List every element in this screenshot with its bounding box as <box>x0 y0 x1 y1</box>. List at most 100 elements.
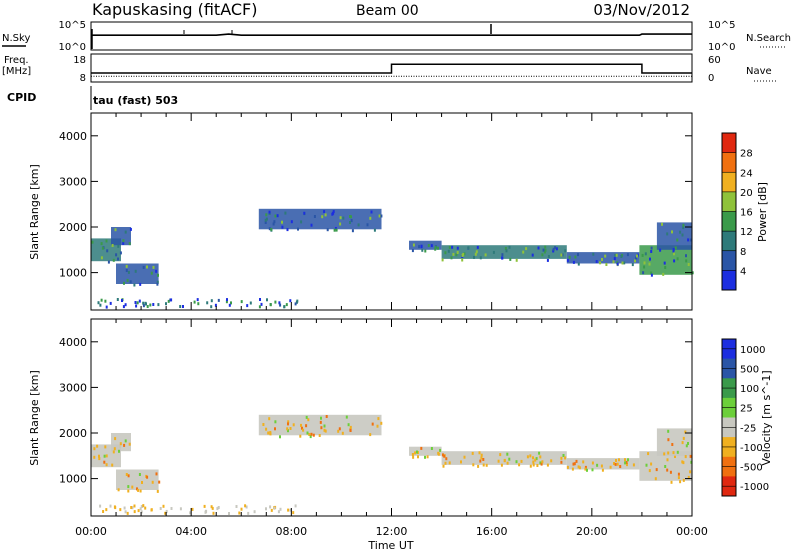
scatter-cell <box>378 214 381 218</box>
scatter-cell <box>642 271 645 275</box>
freq-label-line2: [MHz] <box>2 66 31 77</box>
scatter-cell <box>165 509 168 513</box>
scatter-cell <box>117 488 120 492</box>
scatter-cell <box>105 463 108 467</box>
scatter-cell <box>292 511 295 515</box>
scatter-cell <box>217 298 220 302</box>
scatter-cell <box>349 215 351 218</box>
colorbar-tick-label: 100 <box>740 384 759 395</box>
scatter-cell <box>133 283 136 287</box>
scatter-cell <box>546 258 549 262</box>
scatter-cell <box>146 305 149 308</box>
scatter-cell <box>310 432 313 436</box>
scatter-cell <box>482 458 485 461</box>
scatter-cell <box>335 228 338 232</box>
scatter-cell <box>104 299 107 303</box>
scatter-cell <box>334 227 337 230</box>
scatter-cell <box>287 429 289 433</box>
scatter-cell <box>228 303 231 307</box>
scatter-cell <box>631 263 634 267</box>
scatter-cell <box>366 223 369 227</box>
scatter-cell <box>578 466 581 470</box>
scatter-cell <box>150 508 153 512</box>
scatter-cell <box>380 214 383 218</box>
scatter-cell <box>164 511 167 515</box>
scatter-cell <box>555 247 558 251</box>
scatter-cell <box>369 216 372 220</box>
scatter-cell <box>129 227 132 231</box>
scatter-cell <box>538 451 541 455</box>
scatter-cell <box>294 302 297 306</box>
scatter-cell <box>499 453 502 457</box>
scatter-cell <box>100 298 103 302</box>
scatter-cell <box>479 256 482 260</box>
scatter-cell <box>276 214 279 218</box>
scatter-cell <box>672 451 675 455</box>
colorbar-tick-label: 500 <box>740 364 759 375</box>
scatter-cell <box>155 472 158 476</box>
scatter-cell <box>456 251 459 254</box>
colorbar-segment <box>722 152 736 173</box>
scatter-cell <box>596 463 599 467</box>
scatter-cell <box>119 251 122 255</box>
scatter-cell <box>644 252 647 256</box>
scatter-cell <box>124 510 127 514</box>
scatter-cell <box>347 423 350 427</box>
scatter-cell <box>506 461 509 465</box>
scatter-cell <box>641 253 644 257</box>
scatter-cell <box>534 458 537 462</box>
scatter-cell <box>445 457 448 461</box>
colorbar-segment <box>722 191 736 212</box>
scatter-cell <box>420 446 423 450</box>
scatter-cell <box>572 462 575 466</box>
scatter-cell <box>127 474 130 478</box>
scatter-cell <box>411 249 414 253</box>
scatter-cell <box>240 300 243 304</box>
scatter-cell <box>135 304 138 308</box>
scatter-cell <box>182 305 184 308</box>
scatter-cell <box>295 300 298 304</box>
scatter-cell <box>667 438 670 442</box>
scatter-cell <box>412 243 415 247</box>
colorbar-segment <box>722 231 736 252</box>
scatter-cell <box>268 227 271 231</box>
scatter-cell <box>289 508 292 512</box>
scatter-cell <box>543 250 546 254</box>
scatter-cell <box>159 507 162 510</box>
scatter-cell <box>691 271 694 275</box>
colorbar-tick-label: 12 <box>740 227 753 238</box>
scatter-cell <box>515 258 518 262</box>
scatter-cell <box>93 447 96 451</box>
scatter-cell <box>323 428 326 432</box>
scatter-cell <box>591 468 594 472</box>
scatter-cell <box>369 433 372 437</box>
scatter-cell <box>643 261 646 265</box>
scatter-cell <box>118 449 120 453</box>
scatter-cell <box>100 256 103 260</box>
scatter-cell <box>150 271 153 275</box>
scatter-cell <box>313 215 316 218</box>
scatter-cell <box>287 508 290 512</box>
scatter-cell <box>179 305 182 308</box>
scatter-cell <box>600 464 603 468</box>
scatter-cell <box>424 455 426 459</box>
scatter-cell <box>138 299 141 303</box>
colorbar-tick-label: 1000 <box>740 345 765 356</box>
scatter-cell <box>145 302 147 306</box>
scatter-cell <box>682 223 685 227</box>
scatter-cell <box>420 244 423 248</box>
scatter-cell <box>605 263 608 266</box>
scatter-cell <box>225 300 228 304</box>
scatter-cell <box>573 462 576 466</box>
scatter-cell <box>478 451 481 455</box>
scatter-cell <box>537 246 540 250</box>
scatter-cell <box>149 303 152 307</box>
scatter-cell <box>411 453 414 456</box>
noise-sky-series <box>91 33 692 37</box>
scatter-cell <box>452 252 455 256</box>
scatter-cell <box>125 269 128 272</box>
scatter-cell <box>677 472 680 476</box>
scatter-cell <box>319 420 322 424</box>
scatter-cell <box>123 281 125 285</box>
scatter-cell <box>137 488 140 492</box>
